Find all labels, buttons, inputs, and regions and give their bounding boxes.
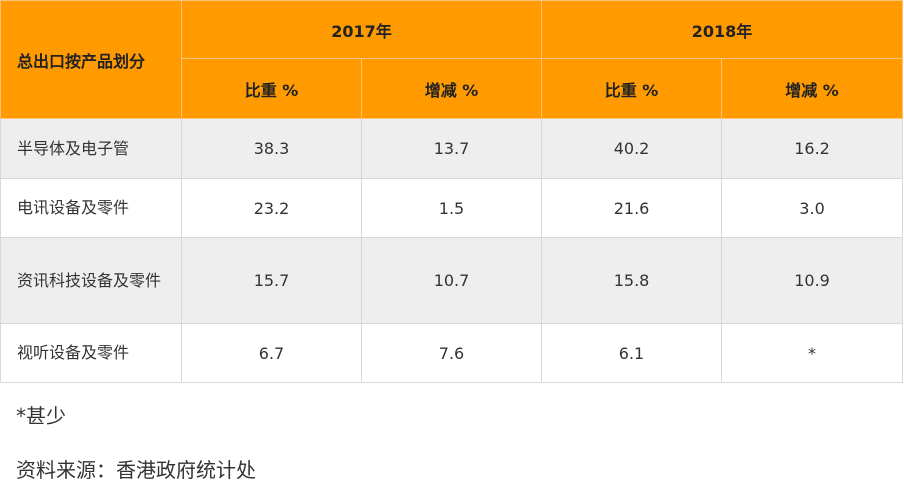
cell: 6.1 [541, 323, 723, 383]
row-label: 电讯设备及零件 [0, 178, 182, 238]
subheader: 增减 % [360, 58, 543, 119]
cell: 7.6 [360, 323, 543, 383]
cell: 40.2 [541, 118, 723, 179]
row-label: 视听设备及零件 [0, 323, 182, 383]
subheader: 比重 % [181, 58, 362, 119]
cell: 1.5 [360, 178, 543, 238]
row-label: 资讯科技设备及零件 [0, 237, 182, 324]
cell: 21.6 [541, 178, 723, 238]
header-row: 总出口按产品划分 2017年 2018年 [0, 0, 904, 119]
cell: 10.9 [721, 237, 904, 324]
row-label-header: 总出口按产品划分 [0, 0, 182, 119]
cell: 15.8 [541, 237, 723, 324]
cell: 23.2 [181, 178, 362, 238]
group-header: 2018年 [541, 0, 904, 59]
cell: * [721, 323, 904, 383]
note: 资料来源：香港政府统计处 [16, 458, 256, 482]
cell: 3.0 [721, 178, 904, 238]
cell: 10.7 [360, 237, 543, 324]
cell: 6.7 [181, 323, 362, 383]
table: 总出口按产品划分 2017年 2018年 比重 % 增减 % 比重 % 增减 %… [0, 0, 904, 383]
table-row: 资讯科技设备及零件 15.7 10.7 15.8 10.9 [0, 237, 904, 324]
row-label: 半导体及电子管 [0, 118, 182, 179]
table-row: 半导体及电子管 38.3 13.7 40.2 16.2 [0, 118, 904, 179]
notes: *甚少资料来源：香港政府统计处 [0, 389, 904, 492]
table-body: 半导体及电子管 38.3 13.7 40.2 16.2 电讯设备及零件 23.2 1.5 21.… [0, 118, 904, 383]
cell: 16.2 [721, 118, 904, 179]
table-row: 视听设备及零件 6.7 7.6 6.1 * [0, 323, 904, 383]
group-header: 2017年 [180, 0, 543, 59]
cell: 13.7 [360, 118, 543, 179]
subheader: 增减 % [721, 58, 904, 119]
cell: 38.3 [181, 118, 362, 179]
cell: 15.7 [181, 237, 362, 324]
table-row: 电讯设备及零件 23.2 1.5 21.6 3.0 [0, 178, 904, 238]
subheader-row: 比重 % 增减 % 比重 % 增减 % [1, 58, 904, 119]
subheader: 比重 % [541, 58, 723, 119]
note: *甚少 [16, 404, 66, 428]
